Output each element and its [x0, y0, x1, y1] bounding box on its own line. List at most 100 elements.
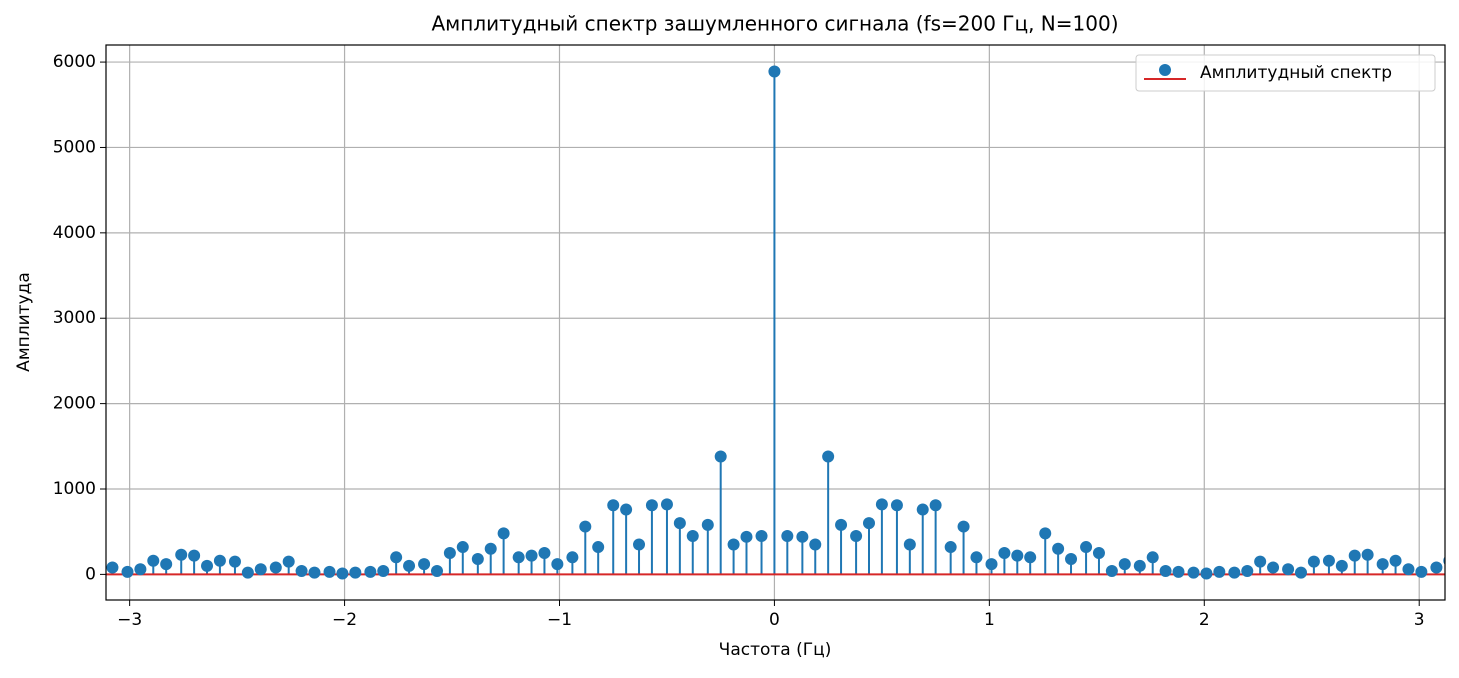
marker — [1092, 547, 1105, 560]
x-tick-label: −3 — [117, 610, 142, 630]
marker — [336, 567, 349, 580]
marker — [1282, 563, 1295, 576]
marker — [349, 566, 362, 579]
marker — [903, 538, 916, 551]
marker — [175, 548, 188, 561]
marker — [796, 530, 809, 543]
marker — [645, 499, 658, 512]
marker — [809, 538, 822, 551]
marker — [916, 503, 929, 516]
marker — [1307, 555, 1320, 568]
marker — [862, 517, 875, 530]
marker — [254, 563, 267, 576]
legend: Амплитудный спектр — [1135, 54, 1436, 92]
x-tick-label: −1 — [547, 610, 572, 630]
x-tick-label: 2 — [1199, 610, 1210, 630]
legend-marker — [1159, 64, 1171, 76]
marker — [985, 558, 998, 571]
x-tick-label: −2 — [332, 610, 357, 630]
marker — [592, 541, 605, 554]
y-tick-label: 5000 — [53, 137, 96, 157]
y-tick-label: 0 — [85, 564, 96, 584]
marker — [456, 541, 469, 554]
marker — [1080, 541, 1093, 554]
marker — [620, 503, 633, 516]
marker — [295, 564, 308, 577]
marker — [390, 551, 403, 564]
marker — [835, 518, 848, 531]
legend-label: Амплитудный спектр — [1200, 63, 1392, 83]
marker — [1294, 566, 1307, 579]
marker — [957, 520, 970, 533]
marker — [607, 499, 620, 512]
marker — [1430, 561, 1443, 574]
x-tick-label: 1 — [984, 610, 995, 630]
chart-title: Амплитудный спектр зашумленного сигнала … — [431, 12, 1118, 36]
marker — [121, 565, 134, 578]
marker — [714, 450, 727, 463]
marker — [1052, 542, 1065, 555]
marker — [1105, 564, 1118, 577]
marker — [998, 547, 1011, 560]
marker — [673, 517, 686, 530]
marker — [1254, 555, 1267, 568]
marker — [660, 498, 673, 511]
marker — [308, 566, 321, 579]
marker — [147, 554, 160, 567]
y-tick-label: 1000 — [53, 479, 96, 499]
marker — [1011, 549, 1024, 562]
marker — [1133, 559, 1146, 572]
marker — [418, 558, 431, 571]
marker — [269, 561, 282, 574]
marker — [875, 498, 888, 511]
marker — [228, 555, 241, 568]
marker — [822, 450, 835, 463]
y-tick-label: 2000 — [53, 394, 96, 414]
marker — [566, 551, 579, 564]
marker — [364, 565, 377, 578]
marker — [106, 561, 119, 574]
marker — [1159, 564, 1172, 577]
marker — [755, 529, 768, 542]
marker — [1228, 566, 1241, 579]
marker — [1335, 559, 1348, 572]
marker — [484, 542, 497, 555]
grid — [106, 45, 1445, 600]
marker — [768, 65, 781, 78]
marker — [1267, 561, 1280, 574]
x-axis-label: Частота (Гц) — [719, 640, 832, 660]
marker — [1402, 563, 1415, 576]
y-tick-label: 6000 — [53, 52, 96, 72]
marker — [430, 564, 443, 577]
marker — [1376, 558, 1389, 571]
marker — [403, 559, 416, 572]
marker — [538, 547, 551, 560]
marker — [850, 529, 863, 542]
axes-frame — [105, 44, 1446, 601]
marker — [1389, 554, 1402, 567]
marker — [1361, 548, 1374, 561]
marker — [241, 566, 254, 579]
x-tick-label: 0 — [769, 610, 780, 630]
marker — [1348, 549, 1361, 562]
marker — [1213, 565, 1226, 578]
marker — [471, 553, 484, 566]
marker — [727, 538, 740, 551]
marker — [551, 558, 564, 571]
marker — [377, 564, 390, 577]
marker — [944, 541, 957, 554]
marker — [686, 529, 699, 542]
marker — [740, 530, 753, 543]
marker — [701, 518, 714, 531]
marker — [1065, 553, 1078, 566]
marker — [1200, 567, 1213, 580]
legend-box — [1135, 54, 1436, 92]
marker — [1172, 565, 1185, 578]
marker — [1039, 527, 1052, 540]
marker — [1322, 554, 1335, 567]
marker — [1146, 551, 1159, 564]
marker — [512, 551, 525, 564]
marker — [890, 499, 903, 512]
